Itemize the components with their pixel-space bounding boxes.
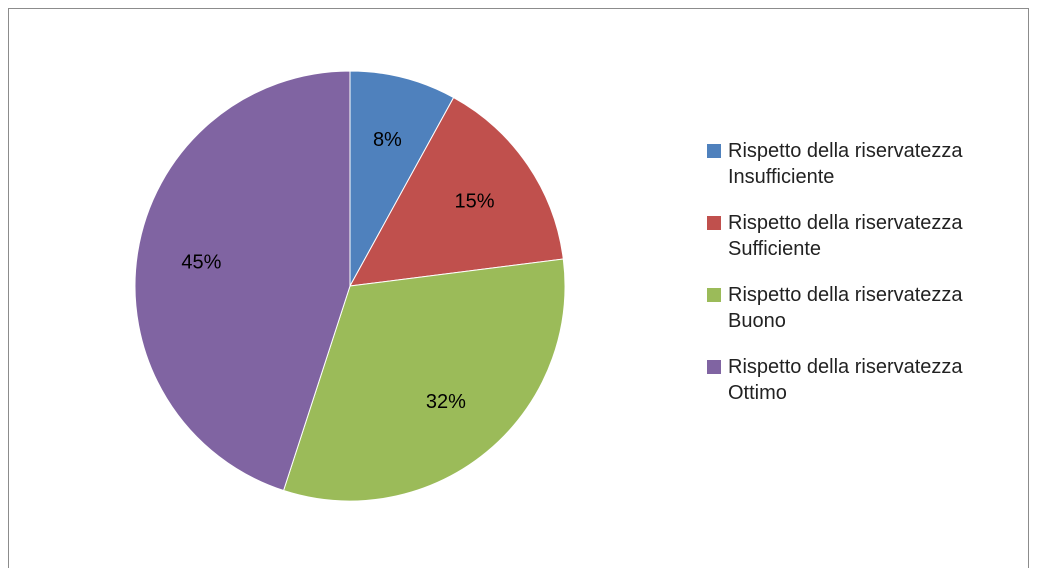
pie-slices — [134, 70, 566, 502]
legend-swatch-buono — [707, 288, 721, 302]
legend-swatch-sufficiente — [707, 216, 721, 230]
pie-data-labels: 8% 15% 32% 45% — [181, 129, 494, 413]
legend-label-category: Rispetto della riservatezza — [728, 212, 963, 234]
data-label-ottimo: 45% — [181, 252, 221, 274]
legend-entry-buono: Rispetto della riservatezza Buono — [706, 282, 1026, 334]
legend-label-category: Rispetto della riservatezza — [728, 284, 963, 306]
legend-label-category: Rispetto della riservatezza — [728, 140, 963, 162]
legend-label-category: Rispetto della riservatezza — [728, 356, 963, 378]
legend-label-level: Buono — [728, 310, 786, 332]
legend-label-level: Insufficiente — [728, 166, 835, 188]
legend-swatch-ottimo — [707, 360, 721, 374]
legend: Rispetto della riservatezza Insufficient… — [706, 138, 1026, 426]
legend-entry-sufficiente: Rispetto della riservatezza Sufficiente — [706, 210, 1026, 262]
data-label-buono: 32% — [426, 391, 466, 413]
legend-label-level: Sufficiente — [728, 238, 822, 260]
legend-entry-insufficiente: Rispetto della riservatezza Insufficient… — [706, 138, 1026, 190]
legend-label-level: Ottimo — [728, 382, 787, 404]
pie-slice-sufficiente — [349, 96, 564, 287]
legend-swatch-insufficiente — [707, 144, 721, 158]
data-label-sufficiente: 15% — [454, 190, 494, 212]
pie-slice-insufficiente — [349, 70, 455, 287]
pie-slice-buono — [282, 258, 566, 502]
data-label-insufficiente: 8% — [373, 129, 402, 151]
pie-slice-ottimo — [134, 70, 351, 492]
legend-entry-ottimo: Rispetto della riservatezza Ottimo — [706, 354, 1026, 406]
